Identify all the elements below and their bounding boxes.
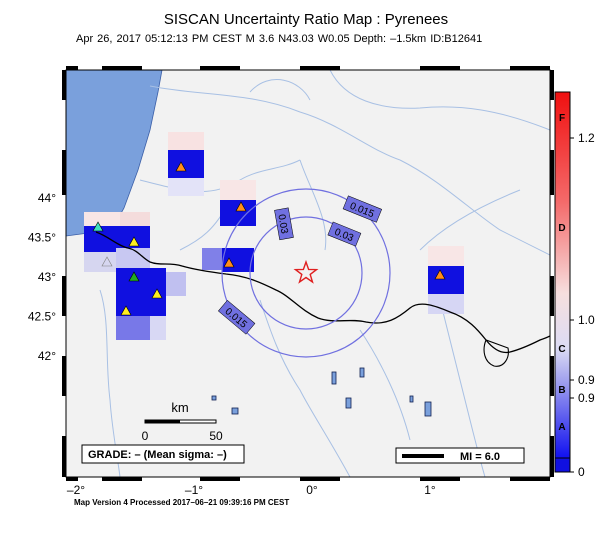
map-title: SISCAN Uncertainty Ratio Map : Pyrenees [163,11,449,28]
stations [92,161,446,316]
scale-bar: km 0 50 [142,400,223,443]
scale-bar-title: km [171,400,188,415]
station-triangle-icon [434,269,446,280]
station-triangle-icon [235,201,247,212]
y-tick-label: 43° [38,270,56,284]
event-info: Apr 26, 2017 05:12:13 PM CEST M 3.6 N43.… [76,33,483,45]
grade-text: GRADE: – (Mean sigma: –) [88,449,227,461]
x-axis-ticks: –2° –1° 0° 1° [67,483,436,497]
colorbar-value: 0.9 [578,373,595,387]
colorbar-letter: A [558,422,565,433]
footer-info: Map Version 4 Processed 2017–06–21 09:39… [74,498,290,507]
scale-start-label: 0 [142,429,149,443]
colorbar-value: 1.0 [578,313,595,327]
colorbar-value: 0.9 [578,391,595,405]
frame-ticks [62,66,554,481]
x-tick-label: 1° [424,483,436,497]
y-axis-ticks: 44° 43.5° 43° 42.5° 42° [28,191,56,363]
station-triangle-icon [92,221,104,232]
colorbar-value: 1.2 [578,131,595,145]
colorbar-value: 0 [578,465,585,479]
contour-inner [249,216,363,330]
colorbar-letter: C [558,344,565,355]
station-triangle-icon [120,305,132,316]
station-triangle-icon [151,288,163,299]
colorbar-letter: F [559,113,565,124]
colorbar-letter: B [558,385,565,396]
y-tick-label: 42° [38,349,56,363]
mi-box: MI = 6.0 [395,447,525,464]
station-triangle-icon [128,271,140,282]
sea-area [66,70,163,237]
contour-outer [221,188,391,358]
contour-label: 0.03 [275,214,289,236]
colorbar-letter: D [558,223,565,234]
x-tick-label: –2° [67,483,85,497]
station-triangle-icon [175,161,187,172]
star-icon [293,259,319,284]
y-tick-label: 43.5° [28,231,56,245]
enclave-border [483,339,509,367]
x-tick-label: 0° [306,483,318,497]
x-tick-label: –1° [185,483,203,497]
station-triangle-icon [223,257,235,268]
station-triangle-icon [101,256,113,267]
station-triangle-icon [128,236,140,247]
y-tick-label: 42.5° [28,310,56,324]
y-tick-label: 44° [38,191,56,205]
scale-end-label: 50 [209,429,223,443]
lakes [211,367,432,417]
colorbar: F D C B A 1.2 1.0 0.9 0.9 0 [554,91,595,479]
uncertainty-cells [84,132,464,340]
rivers [99,70,550,477]
grade-box: GRADE: – (Mean sigma: –) [81,444,245,464]
mi-text: MI = 6.0 [460,451,500,463]
